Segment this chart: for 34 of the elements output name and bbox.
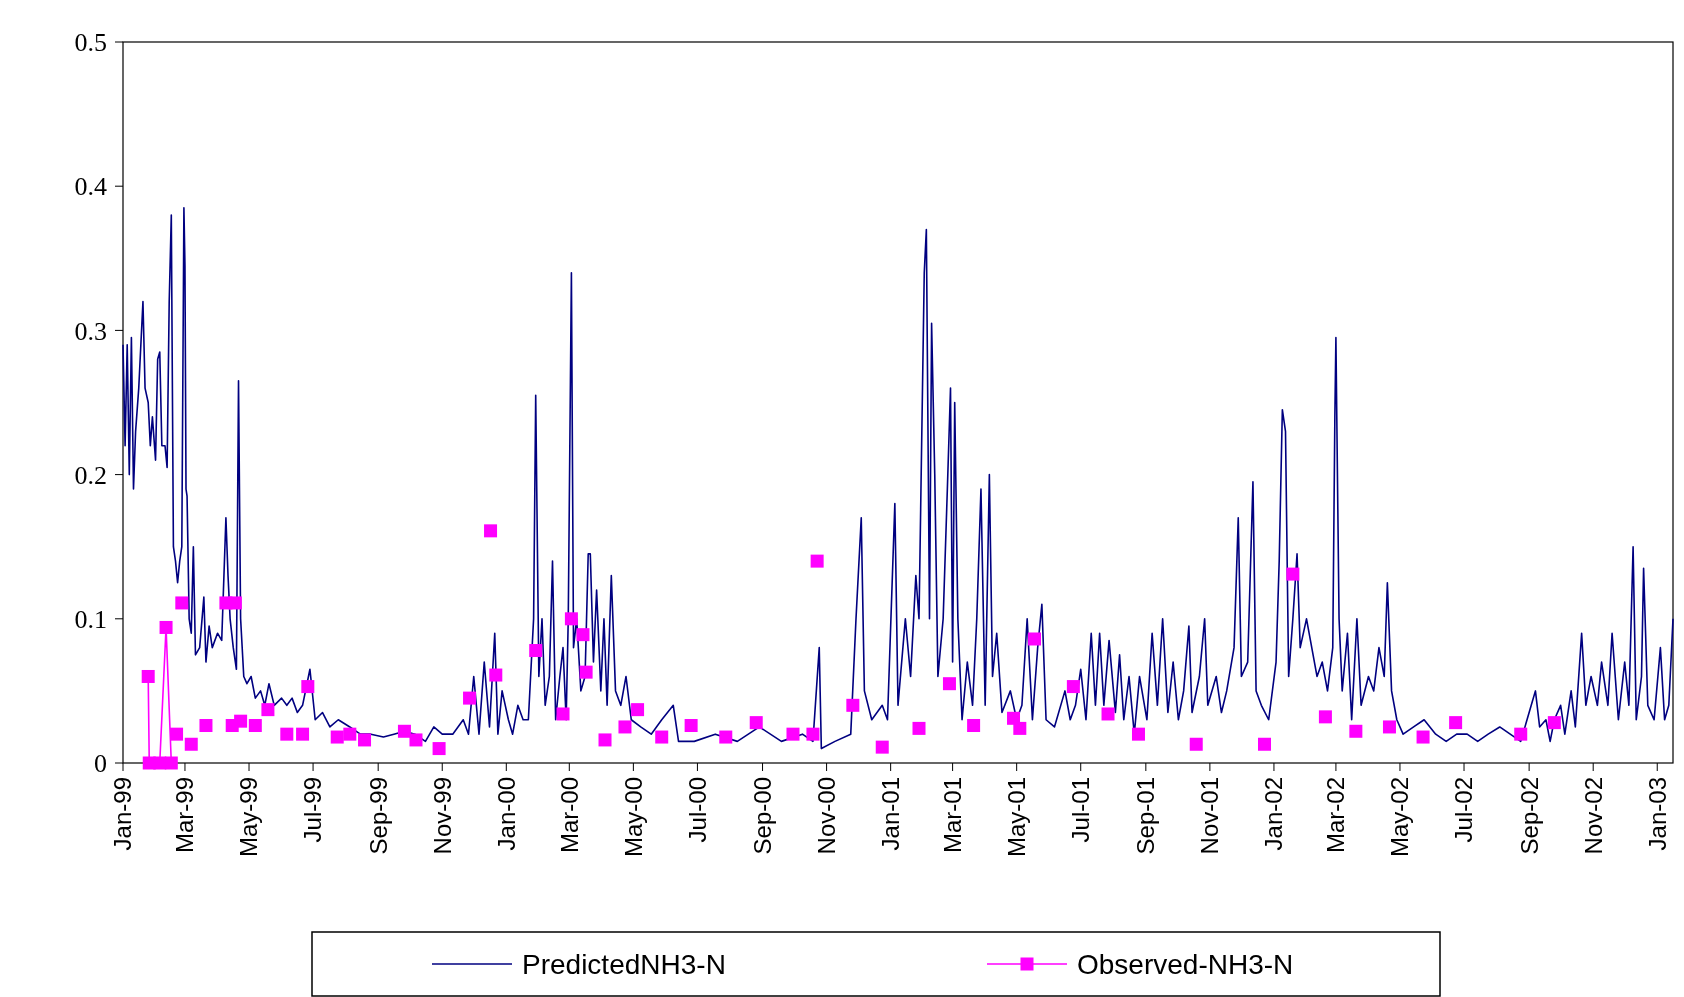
y-tick-label: 0.2 xyxy=(74,460,107,490)
x-tick-label: Mar-01 xyxy=(939,777,967,854)
x-tick-label: Jan-01 xyxy=(877,777,905,851)
x-tick-label: Sep-02 xyxy=(1515,777,1543,855)
x-tick-label: Jan-00 xyxy=(492,777,520,851)
x-tick-label: Sep-99 xyxy=(364,777,392,855)
y-tick-label: 0 xyxy=(94,749,107,779)
x-tick-label: Sep-00 xyxy=(748,777,776,855)
legend-label: PredictedNH3-N xyxy=(522,948,726,980)
x-tick-label: Jul-99 xyxy=(299,777,327,843)
x-tick-label: May-99 xyxy=(235,777,263,858)
x-tick-label: Jul-00 xyxy=(683,777,711,843)
x-tick-label: Mar-02 xyxy=(1322,777,1350,854)
y-tick-label: 0.1 xyxy=(74,604,107,634)
x-tick-label: Jan-03 xyxy=(1643,777,1671,851)
x-tick-label: Jul-02 xyxy=(1450,777,1478,843)
x-tick-label: Sep-01 xyxy=(1132,777,1160,855)
x-tick-label: May-00 xyxy=(619,777,647,858)
line-series xyxy=(122,207,1674,750)
x-tick-label: Nov-01 xyxy=(1196,777,1224,855)
x-tick-label: May-01 xyxy=(1003,777,1031,858)
x-tick-label: Mar-00 xyxy=(555,777,583,854)
x-tick-label: Jan-02 xyxy=(1260,777,1288,851)
y-tick-label: 0.3 xyxy=(74,316,107,346)
x-tick-label: Mar-99 xyxy=(171,777,199,854)
x-tick-label: May-02 xyxy=(1386,777,1414,858)
x-tick-label: Nov-99 xyxy=(428,777,456,855)
x-tick-label: Nov-02 xyxy=(1579,777,1607,855)
y-tick-label: 0.5 xyxy=(74,28,107,58)
x-tick-label: Jan-99 xyxy=(109,777,137,851)
x-tick-label: Nov-00 xyxy=(812,777,840,855)
y-tick-label: 0.4 xyxy=(74,172,107,202)
x-tick-label: Jul-01 xyxy=(1067,777,1095,843)
legend-label: Observed-NH3-N xyxy=(1077,948,1294,980)
